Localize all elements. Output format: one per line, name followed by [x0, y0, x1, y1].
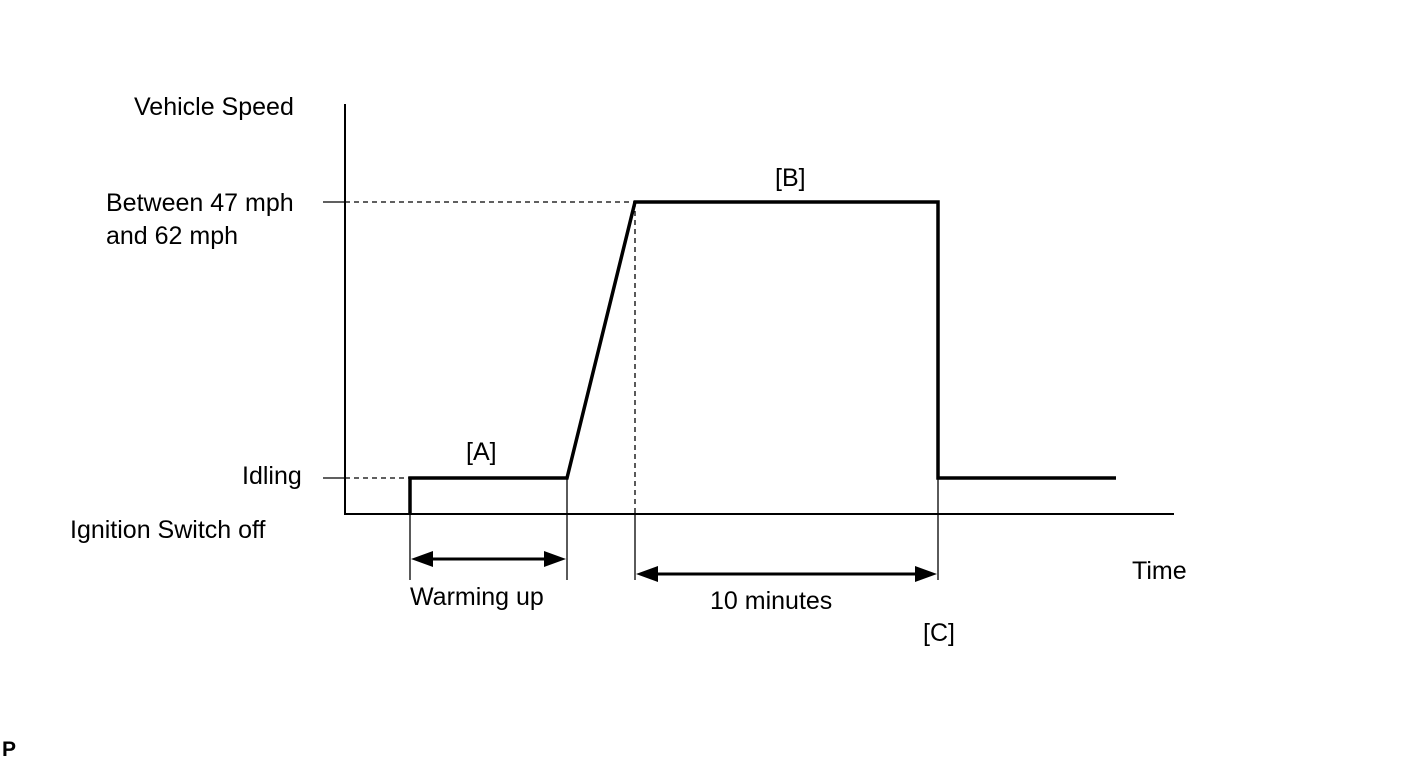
- warmup-arrow-left-head: [411, 551, 433, 567]
- speed-profile-line: [408, 200, 1116, 514]
- figure-code: P: [2, 738, 16, 759]
- idle-label: Idling: [242, 462, 302, 490]
- ignition-off-label: Ignition Switch off: [70, 516, 266, 544]
- warmup-arrow-right-head: [544, 551, 566, 567]
- marker-b: [B]: [775, 164, 806, 192]
- warmup-label: Warming up: [410, 583, 544, 611]
- cruise-duration-label: 10 minutes: [710, 587, 832, 615]
- high-speed-label-line1: Between 47 mph: [106, 189, 294, 217]
- x-axis-title: Time: [1132, 557, 1187, 585]
- cruise-arrow-left-head: [636, 566, 658, 582]
- marker-a: [A]: [466, 438, 497, 466]
- cruise-arrow-right-head: [915, 566, 937, 582]
- high-speed-label-line2: and 62 mph: [106, 222, 238, 250]
- marker-c: [C]: [923, 619, 955, 647]
- y-axis-title: Vehicle Speed: [134, 93, 294, 121]
